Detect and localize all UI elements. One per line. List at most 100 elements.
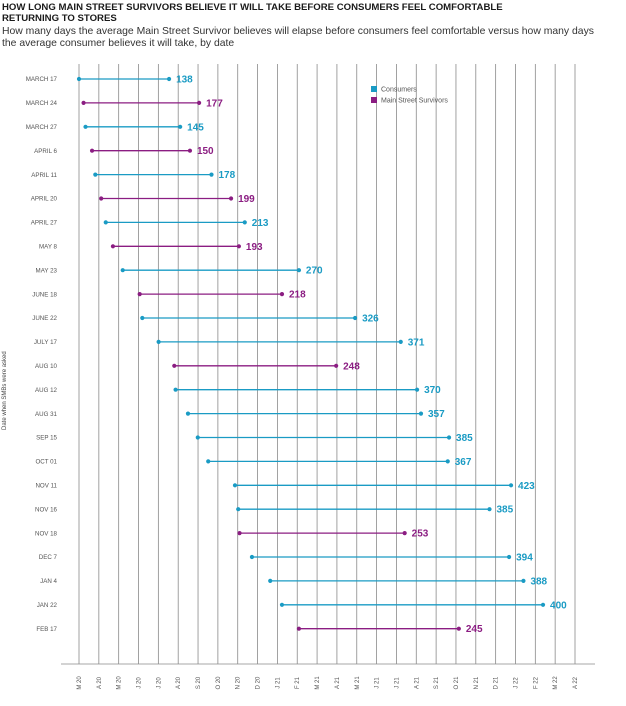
start-point <box>81 100 86 105</box>
x-tick-label: J 21 <box>275 677 281 689</box>
x-tick-label: J 21 <box>394 677 400 689</box>
data-label: 326 <box>362 314 379 325</box>
y-tick-label: DEC 7 <box>39 554 58 561</box>
end-point <box>352 315 358 321</box>
start-point <box>103 220 108 225</box>
data-label: 193 <box>246 242 263 253</box>
data-label: 213 <box>252 218 269 229</box>
y-tick-label: NOV 11 <box>35 483 57 490</box>
x-tick-label: J 20 <box>156 677 162 689</box>
legend-swatch <box>371 86 377 92</box>
data-label: 385 <box>497 505 514 516</box>
x-tick-label: S 20 <box>196 676 202 689</box>
end-point <box>187 148 193 153</box>
chart-subtitle: How many days the average Main Street Su… <box>2 26 594 49</box>
y-tick-label: FEB 17 <box>36 626 57 633</box>
x-tick-label: N 20 <box>236 676 242 689</box>
start-point <box>137 292 142 297</box>
y-tick-label: AUG 31 <box>35 411 58 418</box>
data-label: 357 <box>428 409 445 420</box>
start-point <box>93 172 98 177</box>
x-tick-label: A 20 <box>97 676 103 689</box>
y-tick-label: MARCH 24 <box>26 100 58 107</box>
data-label: 177 <box>206 98 223 109</box>
end-point <box>296 268 302 273</box>
start-point <box>99 196 104 201</box>
y-tick-label: JUNE 18 <box>32 291 57 298</box>
start-point <box>268 578 273 584</box>
data-label: 270 <box>306 266 323 277</box>
start-point <box>110 244 116 249</box>
y-tick-label: AUG 10 <box>35 363 58 370</box>
end-point <box>445 459 450 464</box>
y-tick-label: SEP 15 <box>36 435 57 442</box>
end-point <box>418 411 424 416</box>
y-tick-label: MAY 8 <box>39 244 58 251</box>
x-tick-label: J 21 <box>375 677 381 689</box>
x-tick-label: J 20 <box>137 677 143 689</box>
data-label: 245 <box>466 624 483 635</box>
start-point <box>185 411 191 416</box>
end-point <box>178 124 183 129</box>
end-point <box>487 507 492 512</box>
x-tick-label: A 21 <box>414 676 420 689</box>
start-point <box>140 315 145 321</box>
end-point <box>334 363 339 368</box>
start-point <box>120 268 125 273</box>
start-point <box>173 387 178 392</box>
y-tick-label: APRIL 11 <box>31 172 57 179</box>
legend-label: Consumers <box>381 87 417 94</box>
start-point <box>89 148 95 153</box>
x-tick-label: O 20 <box>216 676 222 690</box>
end-point <box>508 483 514 488</box>
y-tick-label: JAN 22 <box>37 602 58 609</box>
start-point <box>249 554 255 560</box>
start-point <box>195 435 200 440</box>
data-label: 178 <box>218 170 235 181</box>
x-tick-label: A 22 <box>573 676 579 689</box>
x-tick-label: O 21 <box>454 676 460 690</box>
data-label: 371 <box>408 337 425 348</box>
end-point <box>456 626 461 631</box>
x-tick-label: A 21 <box>335 676 341 689</box>
y-tick-label: JULY 17 <box>34 339 58 346</box>
start-point <box>172 363 177 368</box>
data-label: 370 <box>424 385 441 396</box>
end-point <box>166 76 172 82</box>
start-point <box>296 626 302 631</box>
end-point <box>521 578 526 584</box>
data-label: 400 <box>550 600 567 611</box>
y-tick-label: NOV 18 <box>35 530 58 537</box>
data-label: 138 <box>176 75 193 86</box>
end-point <box>506 554 512 560</box>
start-point <box>156 339 161 344</box>
data-label: 253 <box>412 529 429 540</box>
y-tick-label: OCT 01 <box>35 459 57 466</box>
end-point <box>398 339 403 344</box>
x-tick-label: N 21 <box>474 676 480 689</box>
end-point <box>196 100 202 105</box>
start-point <box>206 459 211 464</box>
start-point <box>83 124 88 129</box>
end-point <box>209 172 214 177</box>
data-label: 388 <box>530 576 547 587</box>
y-tick-label: APRIL 6 <box>34 148 57 155</box>
data-label: 199 <box>238 194 255 205</box>
start-point <box>232 483 238 488</box>
x-tick-label: M 20 <box>77 676 83 690</box>
end-point <box>242 220 247 225</box>
data-label: 248 <box>343 361 360 372</box>
y-tick-label: MAY 23 <box>36 267 58 274</box>
start-point <box>279 602 285 607</box>
legend-label: Main Street Survivors <box>381 98 448 105</box>
y-tick-label: NOV 16 <box>35 506 58 513</box>
data-label: 385 <box>456 433 473 444</box>
y-tick-label: MARCH 27 <box>26 124 58 131</box>
x-tick-label: M 22 <box>553 676 559 690</box>
y-tick-label: APRIL 20 <box>31 196 58 203</box>
y-tick-label: JAN 4 <box>40 578 57 585</box>
x-tick-label: J 22 <box>513 677 519 689</box>
data-label: 145 <box>187 122 204 133</box>
legend-swatch <box>371 97 377 103</box>
x-tick-label: F 21 <box>295 676 301 689</box>
